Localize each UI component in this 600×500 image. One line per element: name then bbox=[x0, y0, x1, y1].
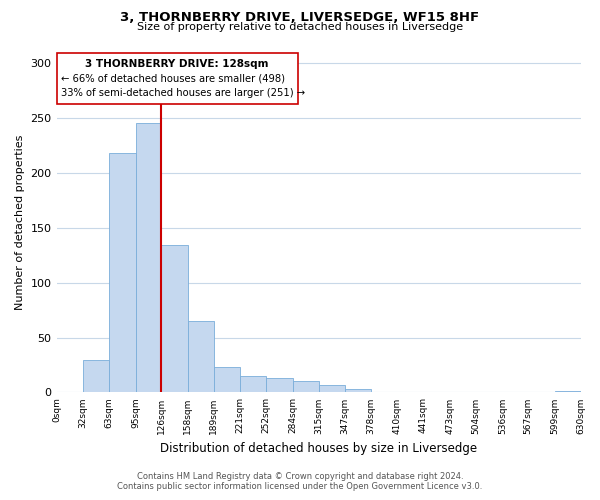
Bar bbox=[161, 246, 188, 392]
Bar bbox=[136, 122, 161, 392]
Bar bbox=[83, 360, 109, 392]
Text: 3 THORNBERRY DRIVE: 128sqm: 3 THORNBERRY DRIVE: 128sqm bbox=[85, 59, 269, 69]
Bar bbox=[214, 367, 241, 392]
Bar bbox=[293, 382, 319, 392]
Text: 33% of semi-detached houses are larger (251) →: 33% of semi-detached houses are larger (… bbox=[61, 88, 305, 98]
Text: 3, THORNBERRY DRIVE, LIVERSEDGE, WF15 8HF: 3, THORNBERRY DRIVE, LIVERSEDGE, WF15 8H… bbox=[121, 11, 479, 24]
FancyBboxPatch shape bbox=[56, 52, 298, 104]
Bar bbox=[266, 378, 293, 392]
X-axis label: Distribution of detached houses by size in Liversedge: Distribution of detached houses by size … bbox=[160, 442, 477, 455]
Text: Contains HM Land Registry data © Crown copyright and database right 2024.
Contai: Contains HM Land Registry data © Crown c… bbox=[118, 472, 482, 491]
Bar bbox=[188, 321, 214, 392]
Bar bbox=[345, 389, 371, 392]
Text: Size of property relative to detached houses in Liversedge: Size of property relative to detached ho… bbox=[137, 22, 463, 32]
Text: ← 66% of detached houses are smaller (498): ← 66% of detached houses are smaller (49… bbox=[61, 74, 285, 84]
Bar bbox=[241, 376, 266, 392]
Bar bbox=[319, 385, 345, 392]
Y-axis label: Number of detached properties: Number of detached properties bbox=[15, 135, 25, 310]
Bar bbox=[109, 154, 136, 392]
